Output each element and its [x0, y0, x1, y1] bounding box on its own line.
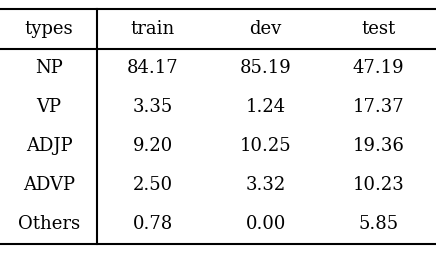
Text: 17.37: 17.37 [352, 98, 404, 116]
Text: dev: dev [249, 20, 282, 38]
Text: 85.19: 85.19 [240, 59, 292, 77]
Text: types: types [25, 20, 73, 38]
Text: VP: VP [37, 98, 61, 116]
Text: 3.32: 3.32 [245, 176, 286, 194]
Text: 47.19: 47.19 [352, 59, 404, 77]
Text: 0.78: 0.78 [133, 215, 173, 233]
Text: 0.00: 0.00 [245, 215, 286, 233]
Text: 10.25: 10.25 [240, 137, 292, 155]
Text: ADVP: ADVP [23, 176, 75, 194]
Text: test: test [361, 20, 395, 38]
Text: 19.36: 19.36 [352, 137, 404, 155]
Text: NP: NP [35, 59, 63, 77]
Text: 9.20: 9.20 [133, 137, 173, 155]
Text: train: train [131, 20, 175, 38]
Text: Others: Others [18, 215, 80, 233]
Text: 1.24: 1.24 [245, 98, 286, 116]
Text: 5.85: 5.85 [358, 215, 399, 233]
Text: 10.23: 10.23 [352, 176, 404, 194]
Text: 2.50: 2.50 [133, 176, 173, 194]
Text: ADJP: ADJP [26, 137, 72, 155]
Text: 3.35: 3.35 [133, 98, 173, 116]
Text: 84.17: 84.17 [127, 59, 179, 77]
